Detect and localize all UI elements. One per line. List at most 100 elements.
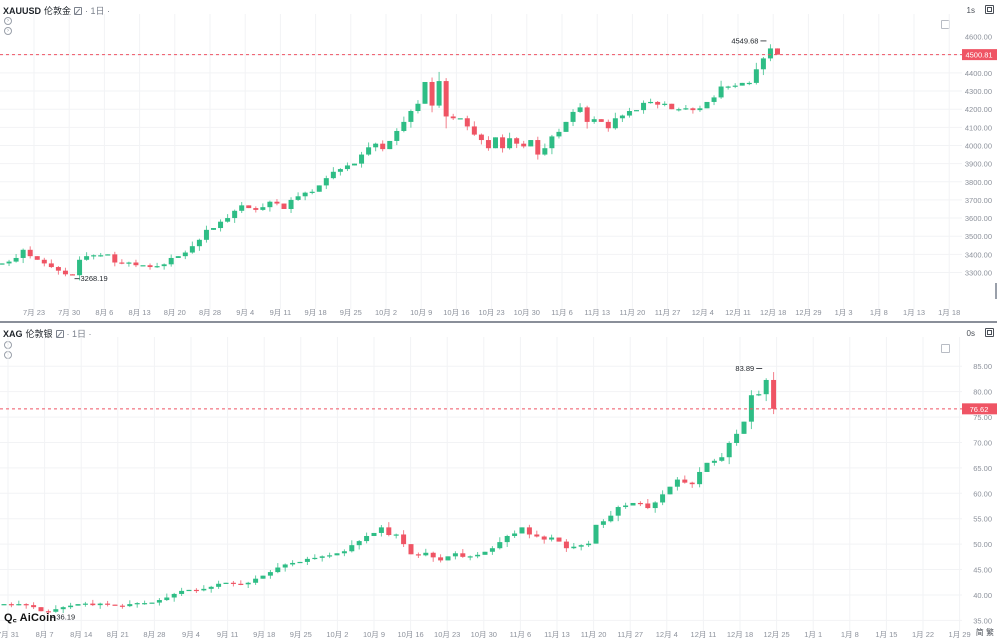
candle: [171, 593, 177, 598]
candle: [549, 136, 555, 149]
edit-icon[interactable]: [55, 329, 64, 338]
y-axis-label: 4100.00: [965, 123, 992, 132]
candle: [563, 121, 569, 132]
candle: [519, 527, 525, 534]
candle: [718, 86, 724, 98]
candle: [756, 394, 762, 396]
y-axis-label: 4400.00: [965, 69, 992, 78]
y-axis-label: 3400.00: [965, 250, 992, 259]
candle: [302, 192, 308, 197]
candle: [623, 505, 629, 508]
candle: [746, 82, 752, 85]
candle: [734, 433, 740, 443]
candle: [134, 603, 140, 605]
x-axis-label: 1月 22: [912, 630, 934, 639]
candle: [327, 555, 333, 557]
y-axis-label: 3500.00: [965, 232, 992, 241]
symbol-label[interactable]: XAUUSD: [3, 5, 42, 16]
candle: [149, 602, 155, 604]
x-axis-label: 9月 25: [340, 308, 362, 317]
candle: [660, 494, 666, 503]
x-axis-label: 8月 14: [70, 630, 92, 639]
candle: [593, 524, 599, 544]
symbol-name: 伦敦金: [44, 6, 72, 16]
candle: [600, 521, 606, 525]
candle: [323, 178, 329, 186]
candle: [771, 379, 777, 409]
xauusd-chart-pane[interactable]: XAUUSD 伦敦金 · 1日 · › › 1s 7月 23 7月 30 8月 6 8…: [0, 0, 997, 321]
candle: [105, 254, 111, 256]
x-axis-label: 10月 30: [471, 630, 497, 639]
svg-text:76.62: 76.62: [970, 405, 989, 414]
y-axis-label: 55.00: [973, 515, 992, 524]
candle: [512, 533, 518, 537]
x-axis-label: 11月 13: [544, 630, 570, 639]
candle: [154, 266, 160, 268]
candlestick-chart[interactable]: 7月 23 7月 30 8月 6 8月 13 8月 20 8月 28 9月 4 9月 11 9月…: [0, 0, 997, 321]
candle: [457, 118, 463, 120]
x-axis-label: 11月 27: [655, 308, 681, 317]
last-price-badge: [962, 49, 997, 61]
x-axis-label: 10月 9: [410, 308, 432, 317]
x-axis-label: 9月 11: [217, 630, 239, 639]
high-price-marker: 4549.68: [731, 36, 758, 45]
candle: [77, 259, 83, 276]
candle: [161, 264, 167, 267]
fullscreen-icon[interactable]: [985, 328, 994, 337]
candle: [467, 556, 473, 558]
x-axis-label: 11月 13: [584, 308, 610, 317]
x-axis-label: 10月 2: [326, 630, 348, 639]
candle: [534, 534, 540, 537]
candle: [570, 111, 576, 122]
candle: [386, 527, 392, 535]
candle: [253, 578, 259, 583]
fullscreen-icon[interactable]: [985, 5, 994, 14]
candle: [371, 532, 377, 537]
language-toggle[interactable]: 简 繁: [975, 628, 994, 637]
candle: [507, 138, 513, 149]
candle: [634, 110, 639, 112]
candle: [34, 256, 40, 260]
candle: [175, 256, 181, 258]
candle: [312, 557, 318, 560]
candle: [179, 590, 185, 594]
edit-icon[interactable]: [74, 6, 83, 15]
high-price-marker: 83.89: [735, 364, 754, 373]
candle: [225, 218, 231, 222]
candle: [445, 556, 451, 561]
y-axis-label: 75.00: [973, 413, 992, 422]
y-axis-label: 3600.00: [965, 214, 992, 223]
candle: [288, 199, 294, 209]
candle: [23, 604, 29, 606]
x-axis-label: 8月 13: [129, 308, 151, 317]
candle: [20, 249, 26, 258]
candle: [711, 460, 717, 463]
x-axis-label: 8月 20: [164, 308, 186, 317]
interval-selector[interactable]: · 1日 ·: [66, 329, 92, 339]
x-axis-label: 9月 18: [253, 630, 275, 639]
candle: [674, 479, 680, 487]
candle: [356, 541, 362, 546]
candle: [253, 208, 259, 210]
candle: [478, 134, 484, 141]
candle: [430, 552, 436, 558]
symbol-label[interactable]: XAG: [3, 328, 23, 339]
candle: [637, 502, 643, 505]
candle: [334, 553, 340, 556]
expand-indicator-icon[interactable]: ›: [4, 17, 12, 25]
candle: [489, 548, 495, 552]
price-scale-handle[interactable]: [995, 283, 997, 299]
expand-indicator-icon[interactable]: ›: [4, 27, 12, 35]
candle: [598, 119, 604, 122]
candle: [690, 108, 696, 111]
candle: [275, 567, 281, 573]
reset-zoom-icon[interactable]: [941, 344, 950, 353]
interval-selector[interactable]: · 1日 ·: [85, 6, 111, 16]
candlestick-chart[interactable]: 7月 31 8月 7 8月 14 8月 21 8月 28 9月 4 9月 11 9月 18 9月…: [0, 323, 997, 641]
candle: [471, 126, 477, 135]
x-axis-label: 9月 4: [236, 308, 254, 317]
y-axis-label: 65.00: [973, 464, 992, 473]
candle: [711, 97, 717, 102]
candle: [6, 261, 12, 264]
